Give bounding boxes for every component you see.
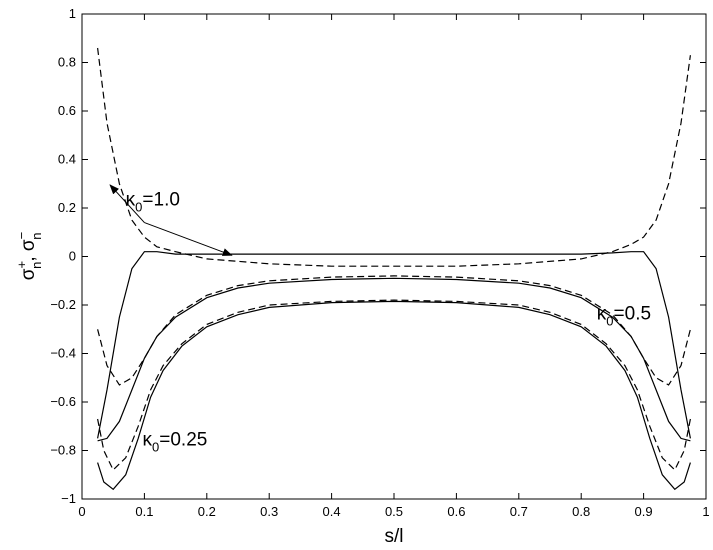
y-axis: −1 −0.8 −0.6 −0.4 −0.2 0 0.2 0.4 0.6 0.8 1 <box>50 6 706 506</box>
x-axis: 0 0.1 0.2 0.3 0.4 0.5 0.6 0.7 0.8 0.9 1 <box>78 14 710 519</box>
series-line-5 <box>97 300 691 491</box>
x-tick-label: 0.5 <box>385 504 403 519</box>
x-tick-label: 0.9 <box>635 504 653 519</box>
y-tick-label: 0.6 <box>58 103 76 118</box>
plot-frame <box>81 13 707 500</box>
x-axis-title: s/l <box>385 526 404 547</box>
x-tick-label: 0 <box>78 504 85 519</box>
annotation-arrows <box>109 184 233 256</box>
annotations: κ0=1.0 κ0=0.5 κ0=0.25 <box>126 190 651 455</box>
x-tick-label: 1 <box>702 504 709 519</box>
y-tick-label: 0 <box>69 249 76 264</box>
y-tick-label: 0.2 <box>58 200 76 215</box>
series-line-6 <box>97 299 691 471</box>
kappa-label: κ0=0.5 <box>597 304 651 329</box>
series-line-4 <box>97 275 691 386</box>
annotation-arrow <box>109 184 145 223</box>
series-line-2 <box>97 47 691 267</box>
kappa-label: κ0=0.25 <box>143 430 208 455</box>
y-tick-label: −0.4 <box>50 346 76 361</box>
kappa-label: κ0=1.0 <box>126 190 180 215</box>
y-axis-title: σ+n, σ−n <box>14 232 44 280</box>
svg-text:σ+n, σ−n: σ+n, σ−n <box>14 232 44 280</box>
annotation-arrow <box>144 222 233 256</box>
y-tick-label: 1 <box>69 6 76 21</box>
x-tick-label: 0.7 <box>510 504 528 519</box>
series-layer <box>97 47 691 491</box>
y-tick-label: 0.8 <box>58 55 76 70</box>
x-tick-label: 0.2 <box>198 504 216 519</box>
y-tick-label: −0.6 <box>50 394 76 409</box>
x-tick-label: 0.6 <box>447 504 465 519</box>
x-tick-label: 0.8 <box>572 504 590 519</box>
y-tick-label: −0.8 <box>50 443 76 458</box>
series-line-3 <box>97 277 691 442</box>
y-tick-label: 0.4 <box>58 152 76 167</box>
y-tick-label: −1 <box>61 491 76 506</box>
x-tick-label: 0.3 <box>260 504 278 519</box>
x-tick-label: 0.1 <box>135 504 153 519</box>
series-line-1 <box>97 251 691 439</box>
y-tick-label: −0.2 <box>50 297 76 312</box>
x-tick-label: 0.4 <box>323 504 341 519</box>
